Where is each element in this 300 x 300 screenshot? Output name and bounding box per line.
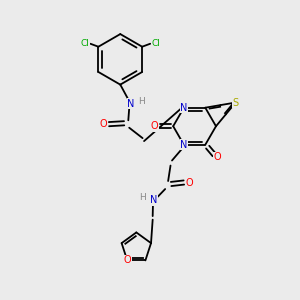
Text: N: N bbox=[151, 195, 158, 205]
Text: N: N bbox=[127, 99, 134, 109]
Text: H: H bbox=[139, 194, 146, 202]
Text: S: S bbox=[232, 98, 239, 107]
Text: O: O bbox=[185, 178, 193, 188]
Text: O: O bbox=[123, 255, 131, 266]
Text: O: O bbox=[213, 152, 221, 162]
Text: Cl: Cl bbox=[81, 39, 89, 48]
Text: O: O bbox=[151, 121, 158, 131]
Text: N: N bbox=[180, 103, 188, 113]
Text: O: O bbox=[99, 119, 107, 129]
Text: H: H bbox=[139, 97, 145, 106]
Text: N: N bbox=[180, 140, 188, 150]
Text: Cl: Cl bbox=[151, 39, 160, 48]
